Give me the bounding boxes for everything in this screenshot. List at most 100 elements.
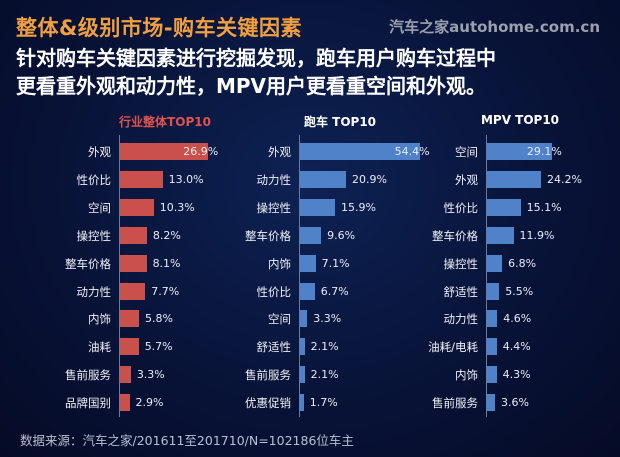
chart-title: 行业整体TOP10 <box>119 115 211 129</box>
category-label: 外观 <box>88 145 111 159</box>
category-label: 动力性 <box>443 312 479 327</box>
data-label: 20.9% <box>351 172 387 186</box>
bar <box>300 282 315 300</box>
chart-axis <box>486 135 487 417</box>
data-label: 4.6% <box>503 312 532 326</box>
data-label: 10.3% <box>159 200 195 214</box>
data-label: 8.1% <box>152 256 181 270</box>
bar <box>487 170 541 188</box>
chart-axis <box>119 135 120 417</box>
category-label: 油耗/电耗 <box>428 340 478 355</box>
subtitle-line-2: 更看重外观和动力性，MPV用户更看重空间和外观。 <box>16 74 487 98</box>
bar <box>300 226 322 244</box>
category-label: 空间 <box>455 145 478 159</box>
category-label: 动力性 <box>256 172 292 187</box>
bar <box>487 226 514 244</box>
category-label: 售前服务 <box>432 396 478 411</box>
bar <box>300 338 305 356</box>
bar <box>120 198 154 216</box>
bar <box>120 338 139 356</box>
bar <box>487 282 500 300</box>
bar <box>487 338 497 356</box>
category-label: 性价比 <box>76 172 112 187</box>
chart-title: 跑车 TOP10 <box>303 115 377 129</box>
bar <box>300 143 420 160</box>
bar <box>120 170 163 188</box>
bar <box>487 366 497 384</box>
bar <box>300 254 316 272</box>
data-label: 5.8% <box>145 312 173 326</box>
bar <box>487 310 498 328</box>
category-label: 舒适性 <box>256 340 292 355</box>
data-label: 2.1% <box>310 340 339 354</box>
data-label: 1.7% <box>309 396 338 410</box>
category-label: 舒适性 <box>443 284 479 299</box>
bar <box>120 394 130 412</box>
data-label: 8.2% <box>152 228 181 242</box>
bar <box>487 198 521 216</box>
data-label: 26.9% <box>183 145 219 158</box>
data-label: 7.7% <box>151 284 180 298</box>
data-label: 54.4% <box>394 145 430 158</box>
chart-axis <box>299 135 300 417</box>
subtitle-line-1: 针对购车关键因素进行挖掘发现，跑车用户购车过程中 <box>16 46 496 70</box>
subtitle: 针对购车关键因素进行挖掘发现，跑车用户购车过程中 更看重外观和动力性，MPV用户… <box>16 44 616 100</box>
category-label: 整车价格 <box>432 228 478 243</box>
category-label: 性价比 <box>443 200 479 215</box>
category-label: 内饰 <box>268 256 291 271</box>
category-label: 操控性 <box>256 200 292 215</box>
bar <box>487 394 496 412</box>
data-label: 15.9% <box>340 200 376 214</box>
category-label: 品牌国别 <box>65 396 111 411</box>
category-label: 外观 <box>268 145 291 159</box>
category-label: 性价比 <box>256 284 292 299</box>
data-label: 15.1% <box>526 200 562 214</box>
category-label: 空间 <box>268 312 291 327</box>
bar <box>120 310 140 328</box>
category-label: 整车价格 <box>65 256 111 271</box>
bar <box>120 143 209 160</box>
data-label: 24.2% <box>546 172 582 186</box>
data-label: 5.7% <box>144 340 173 354</box>
category-label: 售前服务 <box>245 368 291 383</box>
data-label: 3.3% <box>136 368 165 382</box>
data-label: 3.3% <box>313 312 342 326</box>
category-label: 操控性 <box>76 228 112 243</box>
category-label: 内饰 <box>455 368 478 383</box>
category-label: 售前服务 <box>65 368 111 383</box>
category-label: 油耗 <box>88 340 111 355</box>
data-label: 7.1% <box>321 256 350 270</box>
data-label: 3.6% <box>501 396 529 410</box>
bar <box>120 282 146 300</box>
category-label: 操控性 <box>443 256 479 271</box>
data-label: 29.1% <box>526 145 562 158</box>
category-label: 内饰 <box>88 312 111 327</box>
data-source: 数据来源：汽车之家/201611至201710/N=102186位车主 <box>20 433 354 448</box>
autohome-logo: 汽车之家autohome.com.cn <box>389 18 600 36</box>
data-label: 2.9% <box>135 396 164 410</box>
data-label: 6.8% <box>508 256 537 270</box>
bar <box>300 170 346 188</box>
data-label: 4.3% <box>502 368 531 382</box>
bar <box>487 143 552 160</box>
bar <box>120 366 131 384</box>
data-label: 13.0% <box>168 172 204 186</box>
data-label: 6.7% <box>320 284 349 298</box>
data-label: 9.6% <box>327 228 356 242</box>
bar <box>120 226 147 244</box>
data-label: 11.9% <box>519 228 555 242</box>
data-label: 5.5% <box>505 284 534 298</box>
data-label: 2.1% <box>310 368 339 382</box>
bar <box>300 394 304 412</box>
category-label: 整车价格 <box>245 228 291 243</box>
chart-title: MPV TOP10 <box>480 113 560 127</box>
bar <box>300 310 308 328</box>
bar <box>300 366 305 384</box>
bar <box>300 198 335 216</box>
bar <box>120 254 147 272</box>
category-label: 优惠促销 <box>245 396 291 411</box>
bar <box>487 254 503 272</box>
data-label: 4.4% <box>502 340 531 354</box>
category-label: 空间 <box>88 200 111 215</box>
category-label: 动力性 <box>76 284 112 299</box>
